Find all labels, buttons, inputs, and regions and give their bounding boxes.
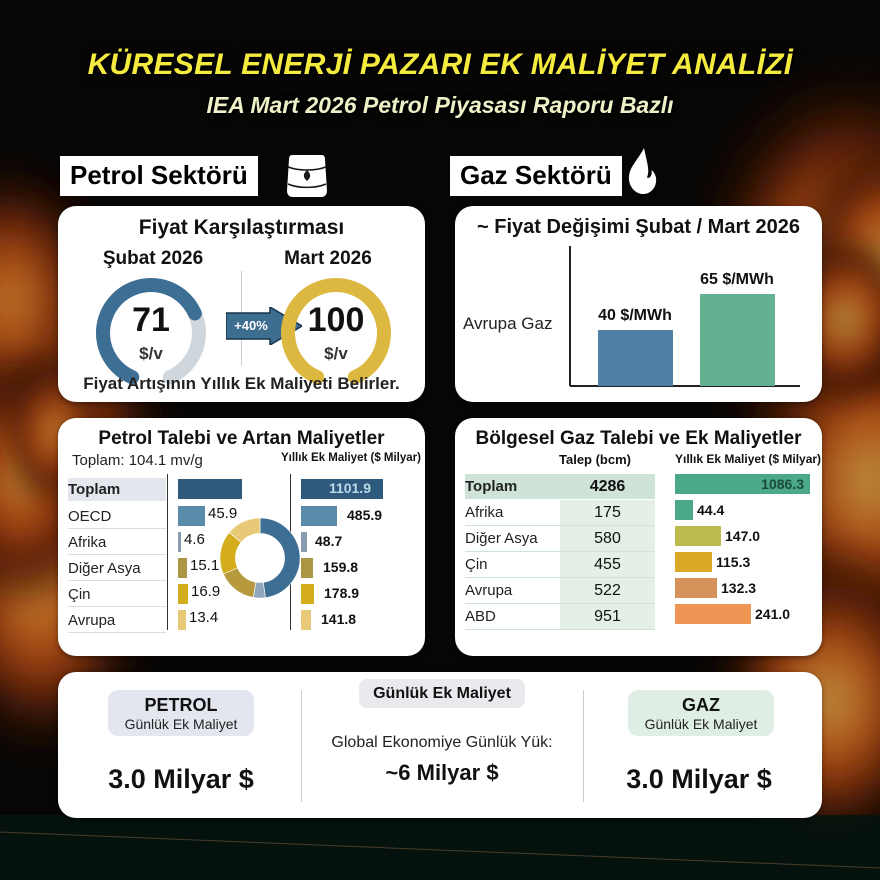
svg-text:40 $/MWh: 40 $/MWh: [598, 307, 672, 324]
svg-text:65 $/MWh: 65 $/MWh: [700, 271, 774, 288]
svg-text:+40%: +40%: [234, 318, 268, 333]
